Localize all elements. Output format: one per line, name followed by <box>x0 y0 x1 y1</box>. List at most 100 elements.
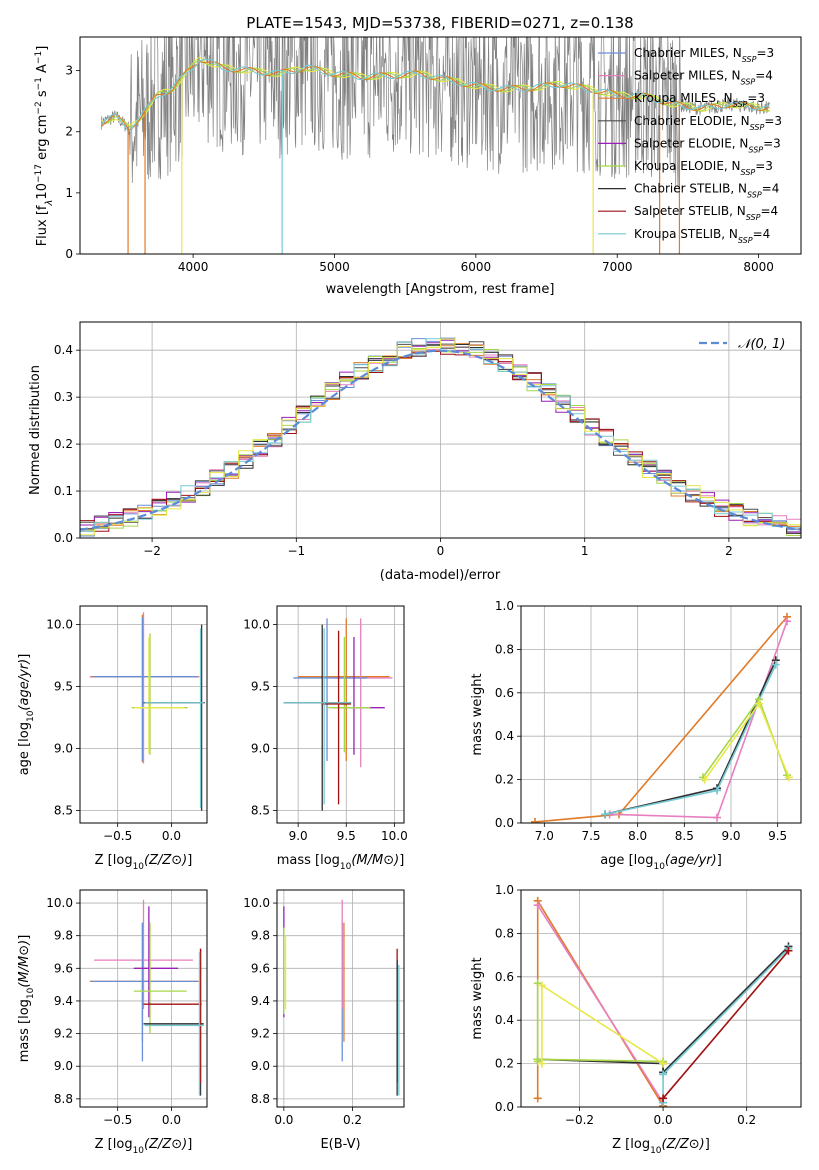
x-axis-label: (data-model)/error <box>380 568 501 583</box>
y-tick-label: 0.3 <box>54 390 73 404</box>
x-tick-label: −1 <box>287 544 305 558</box>
panel-mass-weight-vs-age: 7.0 7.5 8.0 8.5 9.0 9.5 0.0 0.2 0.4 0.6 0.8 1.0 age … <box>470 599 802 872</box>
data-point-marker <box>713 786 721 795</box>
y-tick-label: 0.2 <box>495 1057 514 1071</box>
normal-curve <box>80 349 801 531</box>
y-tick-label: 0.2 <box>495 773 514 787</box>
data-point-marker <box>537 981 546 990</box>
y-tick-label: 9.6 <box>54 961 73 975</box>
legend-label: Salpeter MILES, NSSP=4 <box>634 69 773 87</box>
y-tick-label: 10.0 <box>46 896 73 910</box>
legend-label: Kroupa MILES, NSSP=3 <box>634 91 765 109</box>
plot-area <box>277 890 404 1107</box>
data-point-marker <box>537 1059 546 1068</box>
y-tick-label: 9.0 <box>54 742 73 756</box>
series-line <box>537 945 790 1075</box>
x-tick-label: 4000 <box>178 260 209 274</box>
y-tick-label: 8.5 <box>251 804 270 818</box>
x-tick-label: 0 <box>437 544 445 558</box>
y-axis-label: mass weight <box>470 957 485 1039</box>
x-axis-label: age [log10(age/yr)] <box>600 853 722 872</box>
y-tick-label: 0.6 <box>495 686 514 700</box>
data-point-marker <box>659 1070 668 1079</box>
y-tick-label: 9.0 <box>54 1059 73 1073</box>
y-tick-label: 8.8 <box>251 1092 270 1106</box>
y-tick-label: 1 <box>65 186 73 200</box>
y-tick-label: 0.8 <box>495 926 514 940</box>
x-tick-label: 7.5 <box>581 829 600 843</box>
x-tick-label: 0.0 <box>654 1113 673 1127</box>
histogram-step <box>80 338 801 536</box>
data-point-marker <box>533 901 542 910</box>
x-axis-label: wavelength [Angstrom, rest frame] <box>326 282 555 297</box>
spectrum-legend: Chabrier MILES, NSSP=3 Salpeter MILES, NS… <box>598 46 782 244</box>
data-point-marker <box>784 773 793 782</box>
axes-frame <box>520 605 802 824</box>
y-tick-label: 9.8 <box>251 929 270 943</box>
axes-frame <box>520 889 802 1108</box>
y-tick-label: 0.0 <box>495 1100 514 1114</box>
data-point-marker <box>713 813 721 822</box>
x-tick-label: 9.5 <box>768 829 787 843</box>
y-tick-label: 1.0 <box>495 883 514 897</box>
x-axis-label: mass [log10(M/M⊙)] <box>277 853 405 872</box>
plot-area <box>100 37 770 254</box>
axes-frame <box>79 36 802 255</box>
x-tick-label: 1 <box>581 544 589 558</box>
x-tick-label: 9.5 <box>337 829 356 843</box>
x-tick-label: 6000 <box>461 260 492 274</box>
y-tick-label: 1.0 <box>495 599 514 613</box>
x-tick-label: 8000 <box>743 260 774 274</box>
data-point-marker <box>771 660 780 669</box>
y-tick-label: 10.0 <box>46 618 73 632</box>
plot-area <box>80 606 207 823</box>
legend-label: Chabrier ELODIE, NSSP=3 <box>634 114 782 132</box>
panel-mass-vs-Z: −0.5 0.0 8.8 9.0 9.2 9.4 9.6 9.8 10.0 Z [log10(Z/… <box>17 889 208 1156</box>
y-tick-label: 9.4 <box>54 994 73 1008</box>
panel-age-vs-mass: 9.0 9.5 10.0 8.5 9.0 9.5 10.0 mass [log10(M/M⊙)… <box>243 605 408 872</box>
x-tick-label: −2 <box>143 544 161 558</box>
x-axis-label: Z [log10(Z/Z⊙)] <box>95 853 193 872</box>
x-tick-label: −0.5 <box>103 829 132 843</box>
x-tick-label: 0.0 <box>162 1113 181 1127</box>
axes-frame <box>79 605 208 824</box>
y-tick-label: 0.4 <box>54 343 73 357</box>
series-line <box>604 659 777 816</box>
y-axis-label: age [log10(age/yr)] <box>17 654 36 776</box>
legend-label: Chabrier STELIB, NSSP=4 <box>634 182 779 200</box>
x-tick-label: 9.0 <box>289 829 308 843</box>
y-tick-label: 0.1 <box>54 484 73 498</box>
series-line <box>662 950 790 1099</box>
y-axis-label: Flux [fλ10−17 erg cm−2 s−1 A−1] <box>34 46 55 247</box>
y-tick-label: 9.5 <box>54 680 73 694</box>
y-axis-label: Normed distribution <box>28 365 43 495</box>
axes-frame <box>79 889 208 1108</box>
x-tick-label: 0.0 <box>162 829 181 843</box>
x-tick-label: 0.0 <box>274 1113 293 1127</box>
observed-spectrum-line <box>100 37 770 191</box>
x-tick-label: 9.0 <box>721 829 740 843</box>
y-tick-label: 9.2 <box>54 1027 73 1041</box>
data-point-marker <box>784 946 793 955</box>
panel-residuals: −2 −1 0 1 2 0.0 0.1 0.2 0.3 0.4 (data-model)/error… <box>28 321 802 583</box>
x-axis-label: Z [log10(Z/Z⊙)] <box>95 1137 193 1156</box>
y-tick-label: 0.6 <box>495 970 514 984</box>
data-point-marker <box>533 979 542 988</box>
x-tick-label: 8.5 <box>675 829 694 843</box>
y-axis-label: mass weight <box>470 673 485 755</box>
y-tick-label: 8.5 <box>54 804 73 818</box>
axes-frame <box>276 889 405 1108</box>
y-tick-label: 9.2 <box>251 1027 270 1041</box>
plot-area <box>521 890 801 1107</box>
y-tick-label: 10.0 <box>243 896 270 910</box>
series-line <box>541 984 664 1065</box>
y-tick-label: 9.5 <box>251 680 270 694</box>
axes-frame <box>276 605 405 824</box>
x-tick-label: −0.2 <box>565 1113 594 1127</box>
y-tick-label: 3 <box>65 64 73 78</box>
y-tick-label: 0.8 <box>495 642 514 656</box>
y-tick-label: 9.0 <box>251 1059 270 1073</box>
data-point-marker <box>755 699 763 708</box>
x-axis-label: E(B-V) <box>320 1137 360 1152</box>
